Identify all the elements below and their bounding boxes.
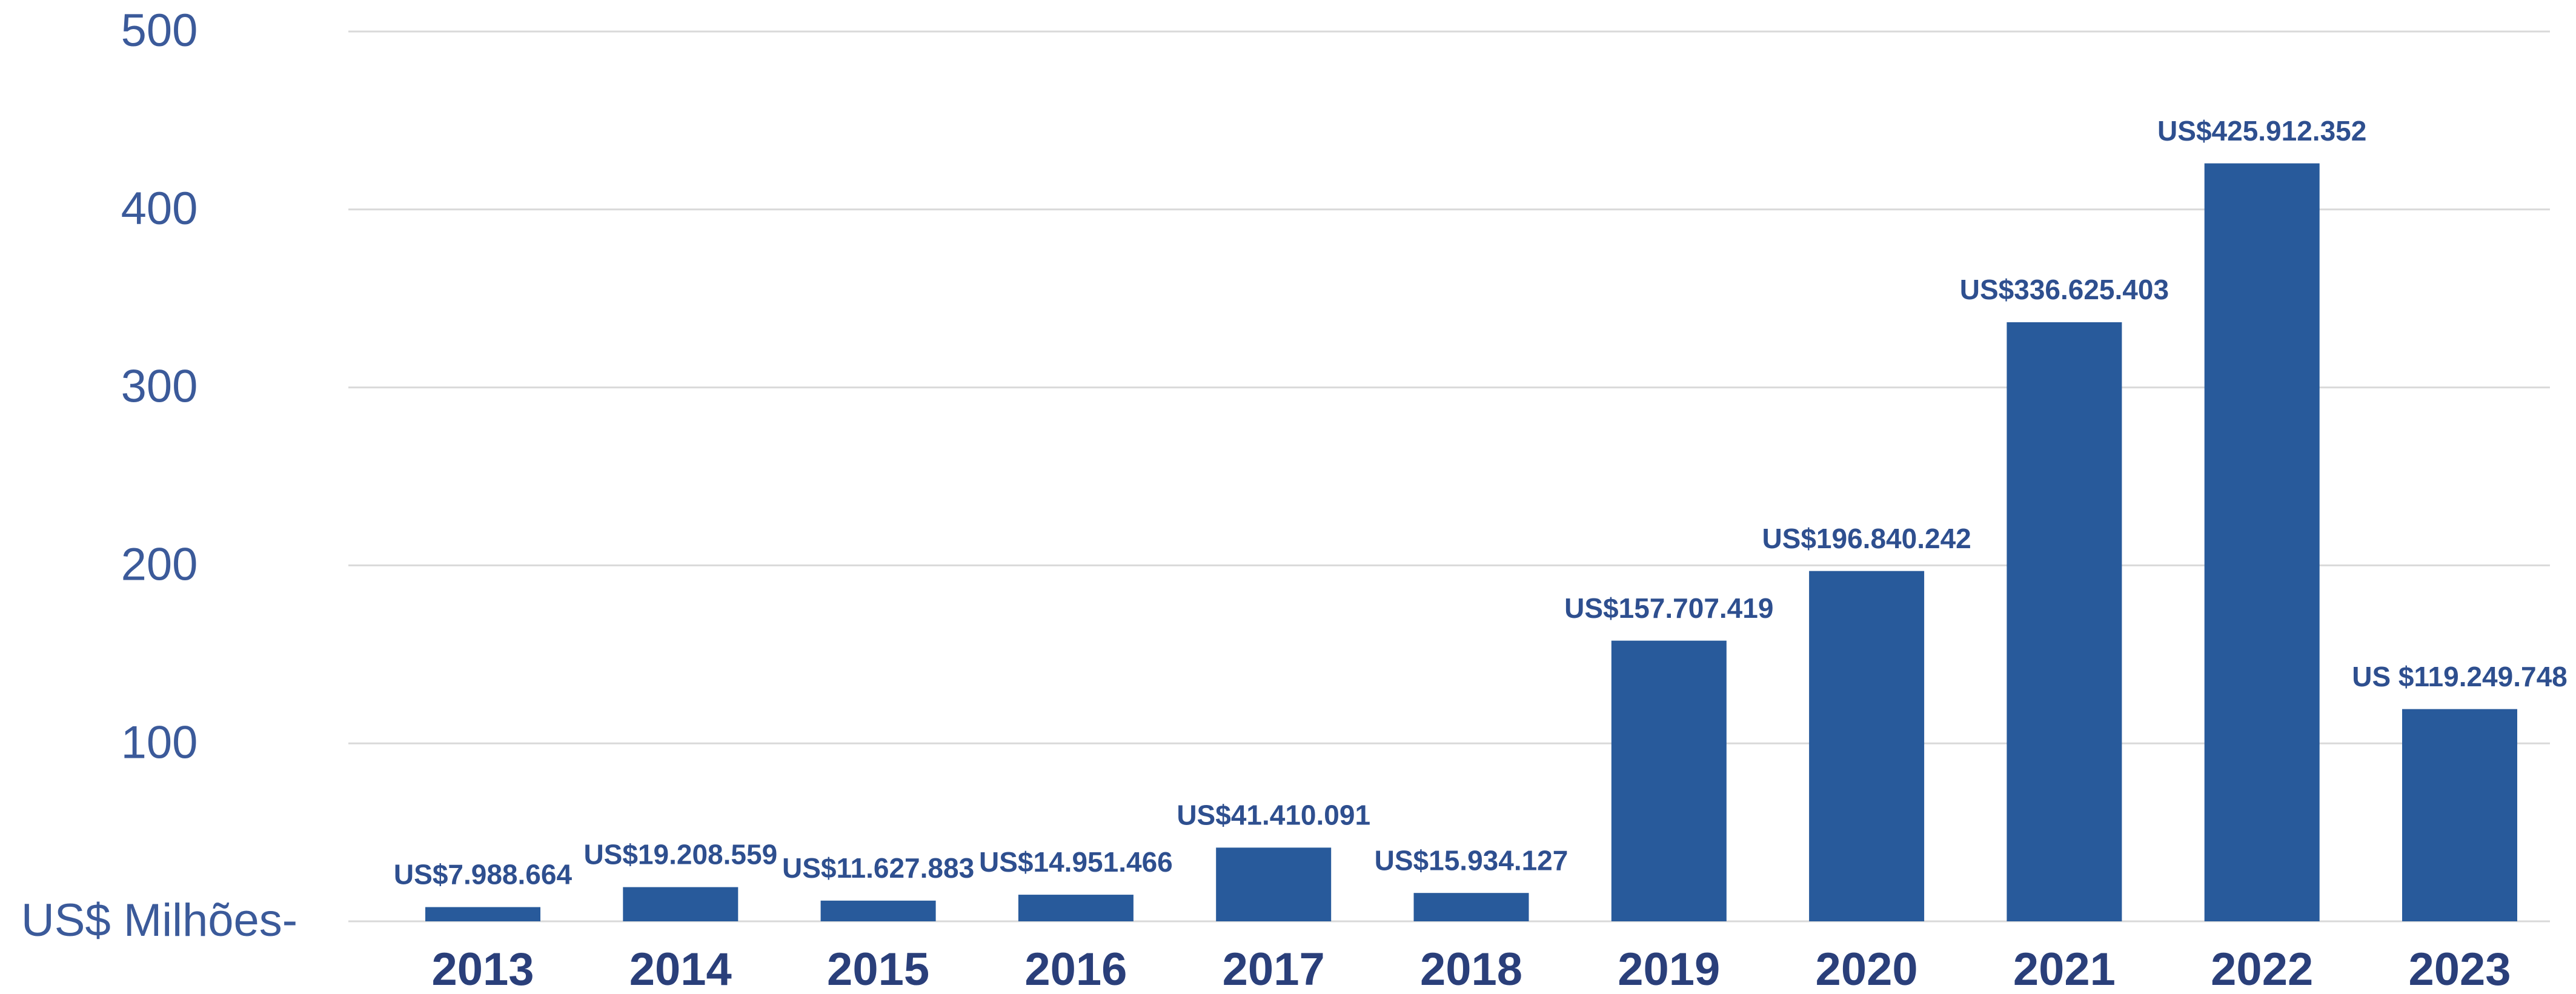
- bar: [1216, 847, 1332, 921]
- y-tick-label: US$ Milhões-: [21, 895, 297, 946]
- bar: [2204, 163, 2320, 922]
- bar: [2007, 322, 2122, 921]
- x-tick-label: 2016: [1024, 944, 1127, 994]
- data-label: US$15.934.127: [1375, 844, 1569, 876]
- x-tick-label: 2017: [1223, 944, 1325, 994]
- x-tick-label: 2013: [431, 944, 534, 994]
- y-tick-label: 400: [121, 183, 198, 234]
- x-tick-label: 2022: [2211, 944, 2313, 994]
- x-tick-label: 2014: [629, 944, 732, 994]
- bar: [1018, 895, 1134, 921]
- x-tick-label: 2015: [827, 944, 929, 994]
- data-label: US$425.912.352: [2157, 115, 2366, 147]
- bar: [1611, 640, 1727, 921]
- bar: [2402, 709, 2517, 921]
- data-label: US$7.988.664: [394, 859, 573, 890]
- x-tick-label: 2023: [2408, 944, 2511, 994]
- x-tick-label: 2019: [1618, 944, 1720, 994]
- data-label: US $119.249.748: [2352, 661, 2568, 692]
- x-tick-label: 2018: [1420, 944, 1522, 994]
- bar: [1809, 571, 1925, 921]
- bar: [820, 900, 936, 921]
- bar: [623, 887, 739, 921]
- data-label: US$11.627.883: [782, 852, 974, 884]
- data-label: US$157.707.419: [1564, 592, 1773, 624]
- bar: [425, 907, 540, 921]
- data-label: US$336.625.403: [1960, 274, 2169, 305]
- x-tick-label: 2021: [2013, 944, 2116, 994]
- data-label: US$196.840.242: [1762, 523, 1971, 554]
- x-tick-label: 2020: [1816, 944, 1918, 994]
- y-tick-label: 300: [121, 361, 198, 413]
- data-label: US$19.208.559: [583, 839, 777, 870]
- data-label: US$41.410.091: [1177, 799, 1370, 830]
- data-label: US$14.951.466: [979, 846, 1173, 878]
- bar: [1413, 893, 1529, 921]
- y-tick-label: 200: [121, 538, 198, 590]
- y-tick-label: 100: [121, 717, 198, 768]
- y-tick-label: 500: [121, 5, 198, 56]
